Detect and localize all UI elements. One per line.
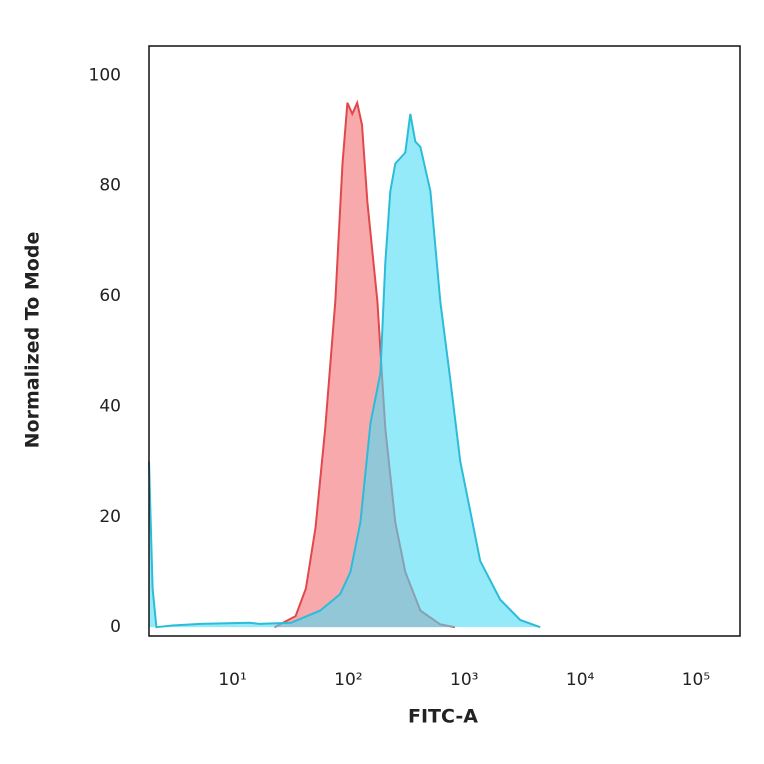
x-tick-label: 10¹ bbox=[218, 670, 246, 690]
x-tick-label: 10³ bbox=[450, 670, 478, 690]
x-tick-label: 10² bbox=[334, 670, 362, 690]
y-axis-title: Normalized To Mode bbox=[22, 232, 44, 449]
area-fill bbox=[149, 113, 541, 628]
y-tick-label: 60 bbox=[99, 286, 121, 306]
plot-frame bbox=[148, 45, 741, 637]
x-tick-label: 10⁴ bbox=[566, 670, 595, 690]
x-tick-label: 10⁵ bbox=[682, 670, 710, 690]
y-tick-label: 40 bbox=[99, 396, 121, 416]
histogram-line bbox=[148, 113, 541, 629]
x-axis-title: FITC-A bbox=[408, 706, 478, 728]
y-tick-label: 0 bbox=[110, 617, 121, 637]
y-tick-label: 80 bbox=[99, 176, 121, 196]
y-tick-label: 20 bbox=[99, 507, 121, 527]
y-tick-label: 100 bbox=[89, 65, 121, 85]
